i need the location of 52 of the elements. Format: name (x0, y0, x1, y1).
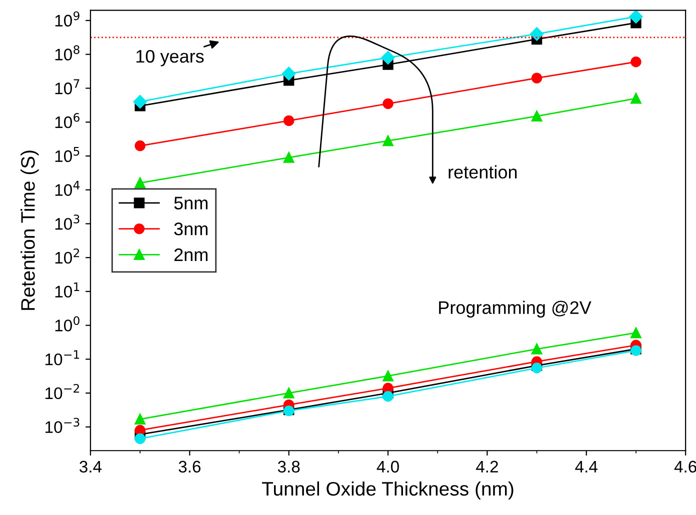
point (282, 66, 296, 80)
x-tick-label: 4.0 (376, 460, 399, 473)
point (133, 94, 147, 108)
annotation: retention (448, 165, 517, 179)
point (134, 178, 146, 188)
point (530, 27, 544, 41)
point (630, 93, 642, 104)
point (629, 10, 643, 24)
point (531, 72, 542, 84)
point (382, 135, 394, 146)
annotation: Programming @2V (439, 300, 592, 318)
y-tick-label: 10$^{2}$ (55, 248, 80, 264)
point (283, 115, 294, 126)
ref-line-label: 10 years (136, 50, 204, 66)
point (531, 362, 542, 374)
point (134, 424, 146, 436)
point (531, 344, 542, 354)
x-tick-label: 3.8 (278, 460, 300, 473)
point (283, 388, 294, 398)
y-tick-label: 10$^{5}$ (55, 147, 80, 162)
y-tick-label: 10$^{1}$ (55, 282, 80, 298)
x-tick-label: 4.6 (674, 460, 696, 473)
y-tick-label: 10$^{−3}$ (46, 418, 80, 434)
point (531, 110, 542, 122)
y-tick-label: 10$^{−1}$ (46, 350, 80, 366)
point (134, 140, 146, 152)
y-tick-label: 10$^{8}$ (55, 45, 80, 60)
y-tick-label: 10$^{3}$ (55, 214, 80, 230)
legend-label: 5nm (174, 196, 208, 210)
point (381, 50, 395, 64)
y-tick-label: 10$^{4}$ (55, 180, 80, 196)
point (630, 56, 642, 68)
point (134, 414, 146, 424)
x-tick-label: 4.2 (476, 460, 498, 472)
legend-label: 3nm (174, 222, 208, 236)
x-tick-label: 3.4 (80, 460, 102, 473)
y-tick-label: 10$^{7}$ (55, 79, 80, 94)
point (134, 433, 146, 444)
y-tick-label: 10$^{0}$ (55, 316, 80, 332)
point (382, 98, 394, 110)
point (630, 328, 642, 338)
x-axis-title: Tunnel Oxide Thickness (nm) (262, 481, 514, 500)
x-tick-label: 3.6 (178, 460, 201, 473)
y-tick-label: 10$^{9}$ (55, 11, 80, 27)
point (382, 391, 394, 402)
point (283, 152, 294, 163)
point (382, 370, 394, 382)
x-tick-label: 4.4 (575, 460, 598, 472)
y-tick-label: 10$^{6}$ (55, 112, 80, 128)
legend-label: 2nm (174, 248, 208, 261)
y-tick-label: 10$^{−2}$ (46, 384, 79, 400)
y-axis-title: Retention Time (S) (20, 150, 39, 310)
